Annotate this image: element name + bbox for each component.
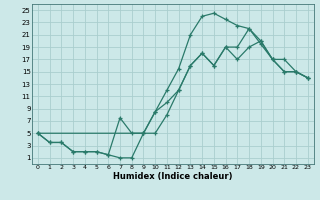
X-axis label: Humidex (Indice chaleur): Humidex (Indice chaleur) xyxy=(113,172,233,181)
